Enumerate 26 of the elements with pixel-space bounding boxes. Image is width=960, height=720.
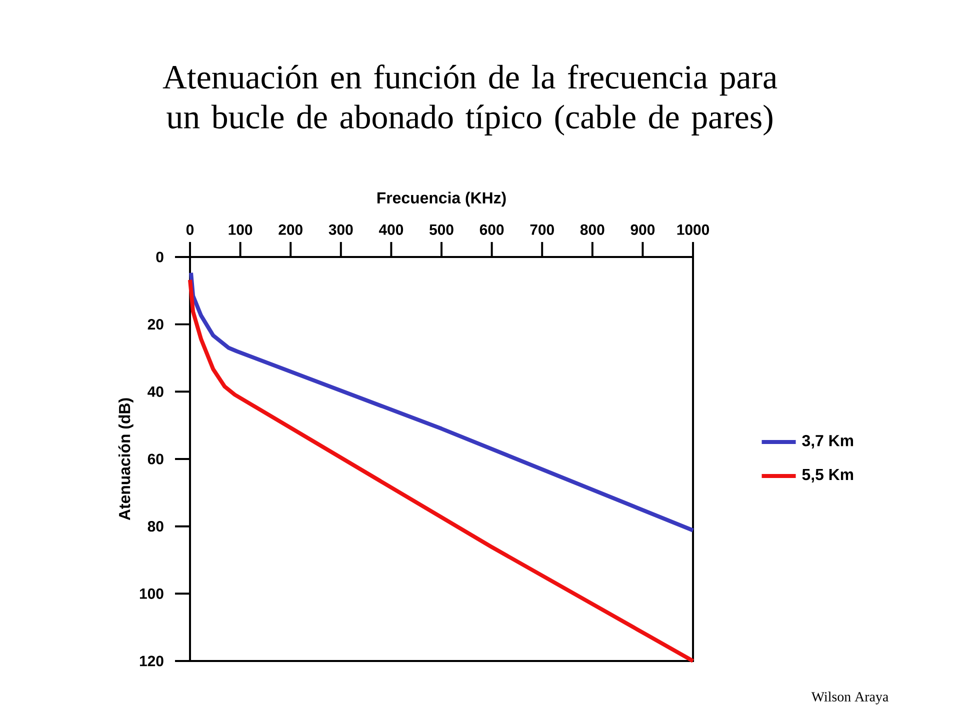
x-tick-label: 400	[378, 224, 404, 235]
legend-label: 3,7 Km	[802, 434, 854, 449]
x-tick-label: 0	[186, 224, 194, 235]
text: Wilson Araya	[811, 692, 888, 704]
x-tick-label: 300	[328, 224, 353, 235]
line-series	[188, 278, 696, 663]
x-tick-label: 500	[430, 224, 454, 235]
y-tick-label: 60	[148, 454, 164, 464]
y-tick-label: 100	[140, 588, 164, 599]
x-tick-label: 200	[278, 224, 302, 235]
legend-label: 5,5 Km	[802, 469, 854, 482]
y-tick-label: 20	[148, 319, 164, 330]
x-tick-label: 1000	[677, 224, 710, 235]
x-tick-label: 700	[530, 224, 554, 235]
y-tick-label: 40	[148, 386, 164, 397]
line-series	[189, 270, 696, 532]
chart-title: Atenuación en función de la frecuencia para un bucle de abonado típico (cable de pares)	[162, 64, 778, 136]
x-tick-label: 800	[580, 224, 604, 235]
y-tick-label: 80	[148, 521, 164, 532]
x-tick-label: 100	[228, 224, 252, 235]
y-tick-label: 0	[156, 252, 164, 262]
x-tick-label: 900	[630, 224, 655, 235]
y-axis-title: Atenuación (dB)	[118, 398, 134, 520]
y-tick-label: 120	[140, 656, 164, 666]
x-axis-title: Frecuencia (KHz)	[377, 192, 506, 207]
x-tick-label: 600	[480, 224, 504, 235]
